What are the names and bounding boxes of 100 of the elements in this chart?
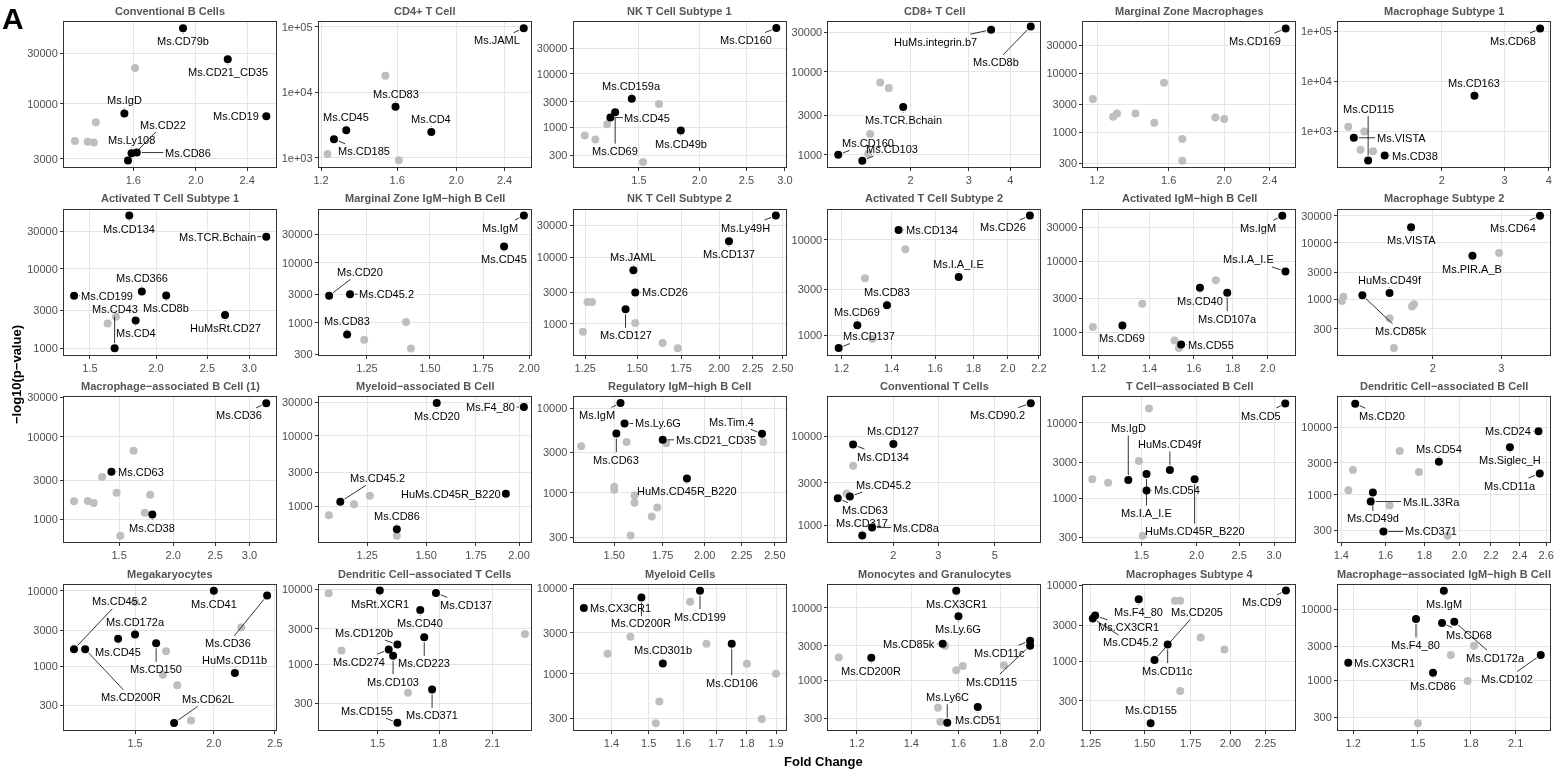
y-tick-label: 30000: [1046, 38, 1077, 51]
y-tick-label: 1000: [1307, 293, 1332, 306]
annotation: HuMs.CD45R_B220: [401, 488, 501, 500]
y-tick-label: 300: [1058, 694, 1077, 707]
annotation: Ms.CD90.2: [970, 409, 1026, 421]
annotation: Ms.CD86: [1410, 680, 1456, 692]
annotation: Ms.Ly.6G: [935, 623, 981, 635]
chart-title: Dendritic Cell−associated B Cell: [1360, 380, 1529, 392]
annotation: Ms.CD5: [1241, 410, 1281, 422]
x-tick-label: 2.6: [1538, 549, 1554, 562]
x-tick-label: 1.50: [626, 361, 648, 374]
annotation: Ms.CD83: [864, 286, 910, 298]
x-tick-label: 3.0: [241, 361, 257, 374]
annotation: Ms.CD69: [834, 306, 880, 318]
annotation: Ms.CD134: [906, 224, 958, 236]
point: [934, 703, 943, 712]
y-tick-label: 10000: [27, 584, 58, 597]
y-tick-label: 3000: [797, 476, 823, 489]
annotation: Ms.CD160: [720, 34, 772, 46]
chart-title: T Cell−associated B Cell: [1126, 380, 1254, 392]
annotation: Ms.CD102: [1481, 673, 1533, 685]
y-tick-label: 3000: [288, 466, 313, 479]
y-tick-label: 300: [294, 347, 313, 360]
x-tick-label: 1.6: [389, 174, 405, 187]
annotation: Ms.IL.33Ra: [1403, 496, 1461, 508]
x-tick-label: 3: [935, 549, 942, 562]
annotation: Ms.CD8b: [973, 56, 1019, 68]
y-tick-label: 30000: [536, 219, 568, 232]
x-tick-label: 2.4: [496, 174, 513, 187]
annotation: Ms.VISTA: [1387, 234, 1437, 246]
y-tick-label: 1000: [542, 317, 568, 330]
annotation: Ms.CD45.2: [856, 479, 912, 491]
annotation: Ms.CD43: [92, 303, 138, 315]
annotation: Ms.CD83: [324, 315, 370, 327]
annotation: Ms.CD69: [1099, 332, 1145, 344]
x-tick-label: 2.00: [1219, 736, 1242, 749]
x-tick-label: 4: [1545, 174, 1552, 187]
y-tick-label: 1000: [288, 499, 313, 512]
annotation: HuMs.integrin.b7: [894, 36, 978, 48]
x-tick-label: 1.5: [82, 361, 98, 374]
x-tick-label: 1.6: [1161, 174, 1177, 187]
x-tick-label: 2: [890, 549, 897, 562]
y-tick-label: 1000: [797, 148, 823, 161]
annotation: HuMsRt.CD27: [190, 322, 261, 334]
annotation: Ms.CD366: [116, 272, 168, 284]
y-tick-label: 1000: [1052, 655, 1077, 668]
annotation: Ms.IgM: [1240, 222, 1277, 234]
y-tick-label: 1000: [1052, 492, 1077, 505]
chart-title: Monocytes and Granulocytes: [858, 568, 1012, 580]
x-tick-label: 2.00: [518, 361, 540, 374]
annotation: Ms.Siglec_H: [1479, 454, 1541, 466]
x-tick-label: 2: [1429, 361, 1436, 374]
x-tick-label: 1.4: [1333, 549, 1349, 562]
chart-title: NK T Cell Subtype 2: [627, 192, 732, 204]
x-tick-label: 1.2: [1090, 361, 1107, 374]
x-tick-label: 5: [991, 549, 998, 562]
annotation: Ms.Ly49H: [721, 222, 771, 234]
x-tick-label: 1.8: [739, 736, 755, 749]
y-tick-label: 1000: [797, 328, 823, 341]
x-tick-label: 1.8: [1225, 361, 1241, 374]
annotation: Ms.CD85k: [1375, 325, 1427, 337]
y-tick-label: 10000: [282, 583, 313, 596]
annotation: HuMs.CD45R_B220: [637, 485, 737, 497]
annotation: Ms.Tim.4: [709, 416, 754, 428]
annotation: Ms.CD69: [592, 145, 638, 157]
annotation: Ms.CD223: [398, 657, 450, 669]
x-tick-label: 4: [1007, 174, 1014, 187]
annotation: Ms.IgD: [107, 94, 142, 106]
y-tick-label: 10000: [1046, 579, 1077, 592]
x-tick-label: 3: [1501, 174, 1508, 187]
x-tick-label: 2.50: [764, 549, 786, 562]
y-tick-label: 10000: [282, 256, 313, 269]
chart-title: Conventional T Cells: [880, 380, 989, 392]
x-tick-label: 1.2: [1089, 174, 1105, 187]
annotation: Ms.CD4: [411, 113, 451, 125]
annotation: Ms.F4_80: [1114, 606, 1163, 618]
x-tick-label: 2: [907, 174, 914, 187]
point: [952, 666, 961, 675]
annotation: Ms.JAML: [610, 251, 656, 263]
y-tick-label: 10000: [536, 67, 568, 80]
y-tick-label: 3000: [797, 639, 823, 652]
annotation: Ms.CD150: [130, 663, 182, 675]
y-tick-label: 1000: [1307, 488, 1332, 501]
annotation: Ms.CD49d: [1347, 512, 1399, 524]
chart-title: Activated IgM−high B Cell: [1122, 192, 1258, 204]
x-tick-label: 1.50: [415, 549, 437, 562]
x-tick-label: 2.0: [1000, 361, 1016, 374]
chart-title: Macrophage Subtype 1: [1384, 5, 1505, 17]
annotation: Ms.CD26: [980, 221, 1026, 233]
annotation: Ms.CD137: [703, 248, 755, 260]
x-tick-label: 1.25: [356, 361, 378, 374]
chart-title: CD4+ T Cell: [394, 5, 456, 17]
chart-title: Marginal Zone IgM−high B Cell: [345, 192, 506, 204]
y-tick-label: 10000: [536, 251, 568, 264]
annotation: Ms.CD185: [338, 145, 390, 157]
annotation: Ms.CD38: [129, 522, 175, 534]
x-tick-label: 2.4: [239, 174, 255, 187]
x-tick-label: 1.5: [641, 736, 657, 749]
annotation: Ms.CD205: [1171, 606, 1223, 618]
y-tick-label: 3000: [797, 283, 823, 296]
